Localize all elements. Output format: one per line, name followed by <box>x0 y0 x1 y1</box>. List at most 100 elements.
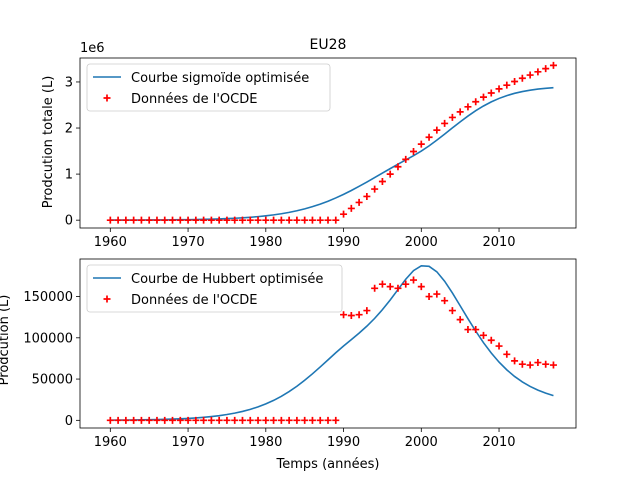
bottom-data-point <box>332 416 340 424</box>
top-data-point <box>176 216 184 224</box>
bottom-data-point <box>464 326 472 334</box>
bottom-data-point <box>433 290 441 298</box>
top-panel: EU28 1e6 Prodcution totale (L) 1960 1970 1… <box>41 37 577 250</box>
bottom-data-point <box>277 416 285 424</box>
bottom-legend-label: Données de l'OCDE <box>131 293 257 308</box>
top-data-point <box>363 192 371 200</box>
top-data-point <box>301 216 309 224</box>
bottom-data-point <box>200 416 208 424</box>
top-xtick-label: 2000 <box>405 235 438 250</box>
top-data-point <box>277 216 285 224</box>
top-offset-text: 1e6 <box>80 41 105 56</box>
bottom-data-point <box>425 293 433 301</box>
top-data-point <box>518 74 526 82</box>
top-ytick-label: 2 <box>65 122 73 137</box>
bottom-legend-label: Courbe de Hubbert optimisée <box>131 272 323 287</box>
bottom-data-point <box>386 283 394 291</box>
top-data-point <box>153 216 161 224</box>
bottom-data-point <box>169 416 177 424</box>
top-data-point <box>347 204 355 212</box>
top-data-point <box>223 216 231 224</box>
top-xtick-label: 1990 <box>327 235 360 250</box>
top-data-point <box>285 216 293 224</box>
top-data-point <box>479 93 487 101</box>
top-data-point <box>355 198 363 206</box>
bottom-data-point <box>495 342 503 350</box>
bottom-xlabel: Temps (années) <box>276 457 380 472</box>
top-data-point <box>293 216 301 224</box>
top-legend-label: Courbe sigmoïde optimisée <box>131 71 309 86</box>
top-data-point <box>441 119 449 127</box>
top-data-point <box>246 216 254 224</box>
top-data-point <box>425 133 433 141</box>
top-legend-label: Données de l'OCDE <box>131 92 257 107</box>
bottom-data-point <box>215 416 223 424</box>
top-data-point <box>122 216 130 224</box>
top-data-point <box>161 216 169 224</box>
bottom-data-point <box>161 416 169 424</box>
top-data-point <box>200 216 208 224</box>
top-data-point <box>316 216 324 224</box>
top-data-point <box>137 216 145 224</box>
top-data-point <box>231 216 239 224</box>
top-ylabel: Prodcution totale (L) <box>41 76 56 209</box>
bottom-data-point <box>441 297 449 305</box>
top-data-point <box>542 65 550 73</box>
bottom-xtick-label: 2000 <box>405 435 438 450</box>
bottom-ytick-label: 100000 <box>23 331 73 346</box>
bottom-data-point <box>238 416 246 424</box>
bottom-data-point <box>246 416 254 424</box>
top-ytick-label: 1 <box>65 168 73 183</box>
top-data-point <box>511 77 519 85</box>
top-xtick-label: 1980 <box>249 235 282 250</box>
top-data-point <box>417 140 425 148</box>
bottom-data-point <box>410 276 418 284</box>
bottom-data-point <box>448 307 456 315</box>
bottom-ytick-label: 0 <box>65 414 73 429</box>
top-data-point <box>433 126 441 134</box>
bottom-data-point <box>487 336 495 344</box>
top-data-point <box>106 216 114 224</box>
bottom-fit-curve <box>110 265 554 421</box>
bottom-xtick-label: 1980 <box>249 435 282 450</box>
bottom-data-point <box>355 311 363 319</box>
top-fit-curve <box>110 86 554 221</box>
top-legend-box <box>86 63 331 112</box>
top-title: EU28 <box>310 37 347 53</box>
top-data-point <box>192 216 200 224</box>
bottom-data-point <box>518 360 526 368</box>
bottom-xtick-label: 2010 <box>482 435 515 450</box>
bottom-data-point <box>231 416 239 424</box>
bottom-plot-area: 1960 1970 1980 1990 2000 2010 0 50000 100000 1500… <box>23 258 577 450</box>
top-data-point <box>464 103 472 111</box>
bottom-axes-frame <box>79 258 577 429</box>
bottom-ytick-label: 50000 <box>32 373 73 388</box>
bottom-data-point <box>347 312 355 320</box>
bottom-data-point <box>184 416 192 424</box>
top-data-point <box>371 185 379 193</box>
top-data-point <box>215 216 223 224</box>
bottom-data-point <box>130 416 138 424</box>
bottom-legend-box <box>86 264 343 313</box>
bottom-data-point <box>192 416 200 424</box>
top-xtick-label: 2010 <box>482 235 515 250</box>
top-xtick-label: 1970 <box>172 235 205 250</box>
top-data-point <box>402 155 410 163</box>
top-data-point <box>394 163 402 171</box>
bottom-ytick-label: 150000 <box>23 290 73 305</box>
bottom-data-point <box>324 416 332 424</box>
bottom-data-point <box>285 416 293 424</box>
top-data-point <box>324 216 332 224</box>
bottom-data-point <box>176 416 184 424</box>
top-data-point <box>332 216 340 224</box>
bottom-data-point <box>145 416 153 424</box>
top-data-point <box>308 216 316 224</box>
bottom-data-point <box>122 416 130 424</box>
top-data-point <box>378 177 386 185</box>
top-data-point <box>487 89 495 97</box>
top-data-point <box>207 216 215 224</box>
top-data-point <box>114 216 122 224</box>
bottom-data-point <box>549 361 557 369</box>
bottom-data-point <box>363 307 371 315</box>
bottom-data-point <box>378 280 386 288</box>
